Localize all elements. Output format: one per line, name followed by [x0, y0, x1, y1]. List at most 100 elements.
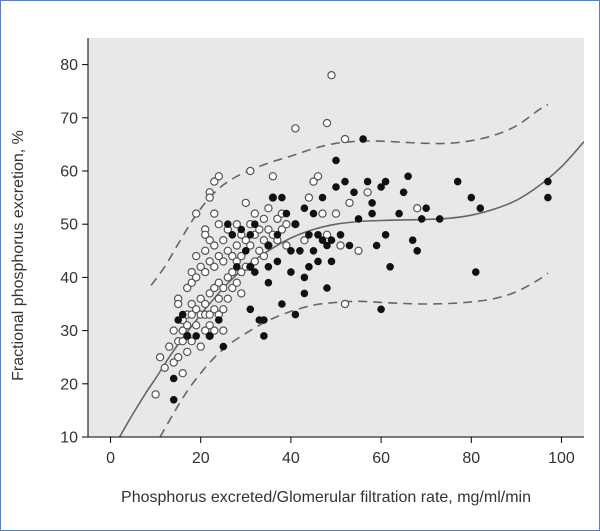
open-data-point — [264, 225, 273, 234]
open-data-point — [273, 214, 282, 224]
open-data-point — [336, 241, 345, 250]
filled-data-point — [278, 193, 286, 202]
open-data-point — [164, 342, 174, 351]
filled-data-point — [381, 177, 390, 186]
filled-data-point — [246, 231, 255, 239]
filled-data-point — [476, 204, 485, 212]
filled-data-point — [174, 316, 182, 324]
open-data-point — [327, 70, 336, 80]
filled-data-point — [233, 263, 241, 271]
filled-data-point — [341, 177, 349, 186]
open-data-point — [191, 209, 201, 218]
filled-data-point — [422, 204, 431, 212]
filled-data-point — [408, 236, 417, 244]
filled-data-point — [269, 193, 277, 202]
filled-data-point — [260, 316, 268, 324]
y-axis-title: Fractional phosphorus excretion, % — [10, 130, 27, 381]
open-data-point — [246, 241, 255, 250]
open-data-point — [205, 235, 214, 245]
open-data-point — [173, 353, 183, 362]
filled-data-point — [318, 236, 327, 244]
open-data-point — [151, 390, 160, 399]
x-tick-label: 0 — [106, 450, 115, 467]
open-data-point — [237, 289, 246, 298]
open-data-point — [354, 246, 363, 255]
axes: 10 20 30 40 50 60 70 80 0 20 40 60 80 100 — [60, 38, 584, 467]
filled-data-point — [467, 193, 476, 202]
filled-data-point — [291, 220, 300, 228]
open-data-point — [259, 251, 269, 261]
open-data-point — [187, 337, 196, 346]
filled-data-point — [350, 188, 358, 197]
filled-data-point — [359, 135, 367, 143]
open-data-point — [191, 251, 201, 261]
open-data-point — [214, 278, 223, 287]
open-data-point — [304, 193, 314, 202]
open-data-point — [155, 353, 165, 362]
filled-data-point — [318, 193, 327, 202]
filled-data-point — [273, 257, 282, 266]
filled-data-point — [368, 209, 376, 218]
filled-data-point — [215, 316, 223, 324]
filled-data-point — [404, 172, 412, 181]
filled-data-point — [453, 177, 462, 186]
open-data-point — [187, 267, 196, 277]
filled-data-point — [192, 332, 200, 340]
open-data-point — [210, 241, 219, 250]
x-tick-label: 100 — [548, 450, 575, 467]
open-data-point — [232, 278, 241, 287]
x-tick-label: 80 — [462, 450, 480, 467]
open-data-point — [318, 209, 327, 218]
open-data-point — [178, 326, 187, 335]
filled-data-point — [544, 193, 552, 202]
open-data-point — [228, 251, 237, 261]
open-data-point — [250, 257, 259, 266]
open-data-point — [219, 235, 228, 245]
filled-data-point — [237, 225, 246, 234]
filled-data-point — [435, 215, 444, 223]
x-axis-title: Phosphorus excreted/Glomerular filtratio… — [121, 489, 531, 506]
x-tick-label: 20 — [192, 450, 210, 467]
open-data-point — [259, 214, 269, 224]
filled-data-point — [377, 183, 385, 191]
open-data-point — [187, 278, 196, 287]
open-data-point — [182, 321, 192, 330]
y-tick-label: 30 — [60, 323, 78, 340]
filled-data-point — [228, 231, 237, 239]
filled-data-point — [169, 374, 178, 383]
open-data-point — [250, 209, 259, 218]
open-data-point — [219, 283, 228, 293]
open-data-point — [191, 321, 201, 330]
filled-data-point — [309, 209, 318, 218]
open-data-point — [187, 310, 196, 319]
y-tick-label: 20 — [60, 376, 78, 393]
filled-data-point — [287, 247, 295, 255]
open-data-point — [223, 273, 232, 282]
y-tick-label: 80 — [60, 57, 78, 74]
filled-data-point — [264, 241, 273, 250]
open-data-point — [205, 193, 214, 202]
open-data-point — [182, 347, 192, 357]
filled-data-point — [278, 300, 286, 308]
plot-area — [88, 38, 584, 437]
filled-data-point — [372, 241, 381, 250]
open-data-point — [291, 124, 300, 133]
open-data-point — [196, 342, 205, 351]
x-tick-label: 40 — [282, 450, 300, 467]
filled-data-point — [296, 247, 304, 255]
filled-data-point — [368, 199, 376, 207]
open-data-point — [264, 203, 273, 213]
filled-data-point — [246, 263, 255, 271]
open-data-point — [309, 177, 318, 186]
open-data-point — [219, 305, 228, 314]
open-data-point — [322, 118, 332, 128]
fit-lines — [118, 103, 584, 437]
open-data-point — [160, 363, 169, 372]
filled-data-point — [345, 241, 354, 250]
open-data-point — [214, 172, 223, 181]
x-tick-label: 60 — [372, 450, 390, 467]
open-data-point — [178, 337, 187, 346]
filled-data-point — [323, 241, 331, 250]
y-tick-label: 60 — [60, 164, 78, 181]
open-data-point — [313, 172, 323, 181]
